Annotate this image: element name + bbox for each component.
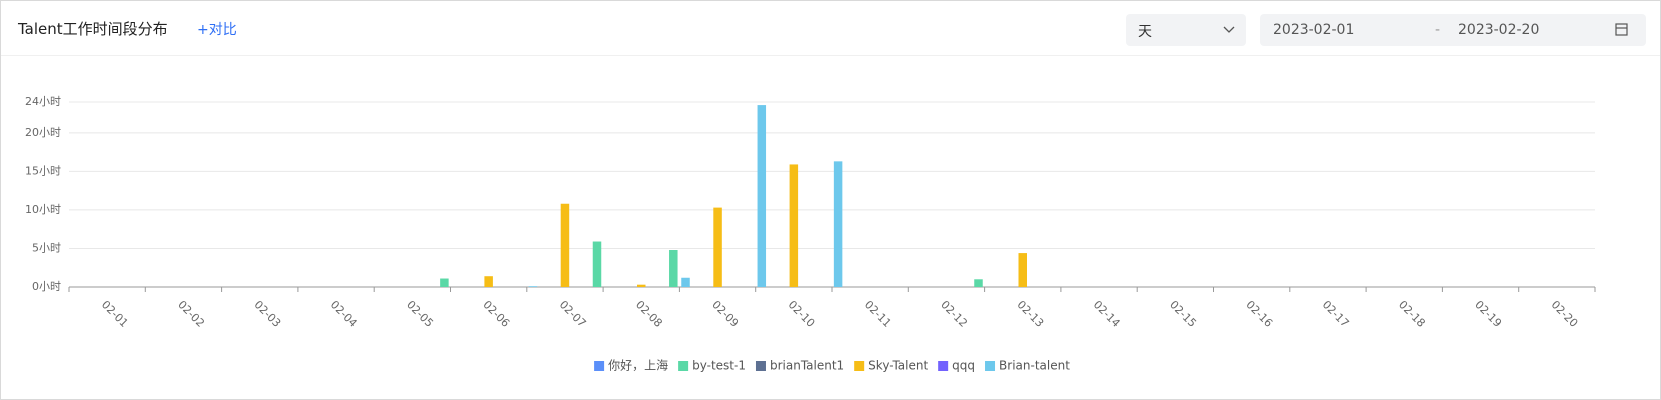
legend-swatch	[938, 361, 949, 371]
bar	[713, 207, 722, 287]
legend-swatch	[985, 361, 996, 371]
date-start: 2023-02-01	[1273, 22, 1355, 38]
bar	[560, 203, 570, 287]
y-tick-label: 0小时	[32, 280, 61, 293]
title: Talent工作时间段分布	[18, 20, 168, 38]
x-tick-label: 02-20	[1549, 298, 1581, 330]
x-tick-label: 02-04	[328, 298, 360, 330]
select-value: 天	[1138, 24, 1152, 40]
y-tick-label: 15小时	[25, 164, 61, 177]
x-tick-label: 02-13	[1015, 298, 1047, 330]
x-tick-label: 02-05	[404, 298, 436, 330]
x-tick-label: 02-07	[557, 298, 589, 330]
legend-swatch	[755, 361, 766, 371]
legend-label: Brian-talent	[999, 359, 1070, 373]
y-tick-label: 5小时	[32, 241, 61, 254]
legend-label: by-test-1	[692, 359, 746, 373]
x-tick-label: 02-01	[99, 298, 131, 330]
bar	[484, 276, 493, 287]
legend: 你好，上海 by-test-1 brianTalent1 Sky-Talent qqq B…	[594, 358, 1070, 373]
bar	[833, 161, 843, 287]
x-tick-label: 02-15	[1167, 298, 1199, 330]
x-tick-label: 02-17	[1320, 298, 1352, 330]
date-range[interactable]: 2023-02-01 - 2023-02-20	[1260, 14, 1646, 46]
legend-swatch	[678, 361, 689, 371]
bar	[528, 286, 538, 287]
bar	[681, 277, 690, 287]
y-tick-label: 10小时	[25, 203, 61, 216]
bar	[757, 105, 767, 287]
x-tick-label: 02-18	[1396, 298, 1428, 330]
x-tick-label: 02-19	[1472, 298, 1504, 330]
date-end: 2023-02-20	[1458, 22, 1540, 38]
bar	[1018, 253, 1027, 287]
legend-swatch	[594, 361, 605, 371]
x-tick-label: 02-02	[175, 298, 207, 330]
y-tick-label: 20小时	[25, 126, 61, 139]
bar	[440, 278, 449, 287]
chevron	[1223, 26, 1235, 33]
date-separator: -	[1435, 22, 1441, 38]
granularity-select[interactable]: 天	[1126, 14, 1246, 46]
legend-label: 你好，上海	[608, 358, 668, 373]
x-tick-label: 02-09	[709, 298, 741, 330]
compare-button[interactable]: +对比	[197, 22, 237, 38]
legend-label: qqq	[952, 359, 975, 373]
bar	[974, 279, 983, 287]
x-tick-label: 02-08	[633, 298, 665, 330]
y-tick-label: 24小时	[25, 95, 61, 108]
bar	[669, 250, 678, 287]
bar	[789, 164, 799, 287]
legend-label: Sky-Talent	[868, 359, 928, 373]
bar	[637, 284, 646, 287]
x-tick-label: 02-10	[786, 298, 818, 330]
legend-label: brianTalent1	[770, 359, 844, 373]
header: Talent工作时间段分布 +对比 天 2023-02-01 - 2023-02…	[1, 1, 1660, 56]
x-tick-label: 02-12	[938, 298, 970, 330]
x-tick-label: 02-14	[1091, 298, 1123, 330]
x-tick-label: 02-16	[1243, 298, 1275, 330]
x-tick-label: 02-03	[252, 298, 284, 330]
calendar-icon	[1615, 23, 1628, 36]
bar	[592, 241, 602, 287]
x-tick-label: 02-11	[862, 298, 894, 330]
x-tick-label: 02-06	[480, 298, 512, 330]
legend-swatch	[854, 361, 865, 371]
